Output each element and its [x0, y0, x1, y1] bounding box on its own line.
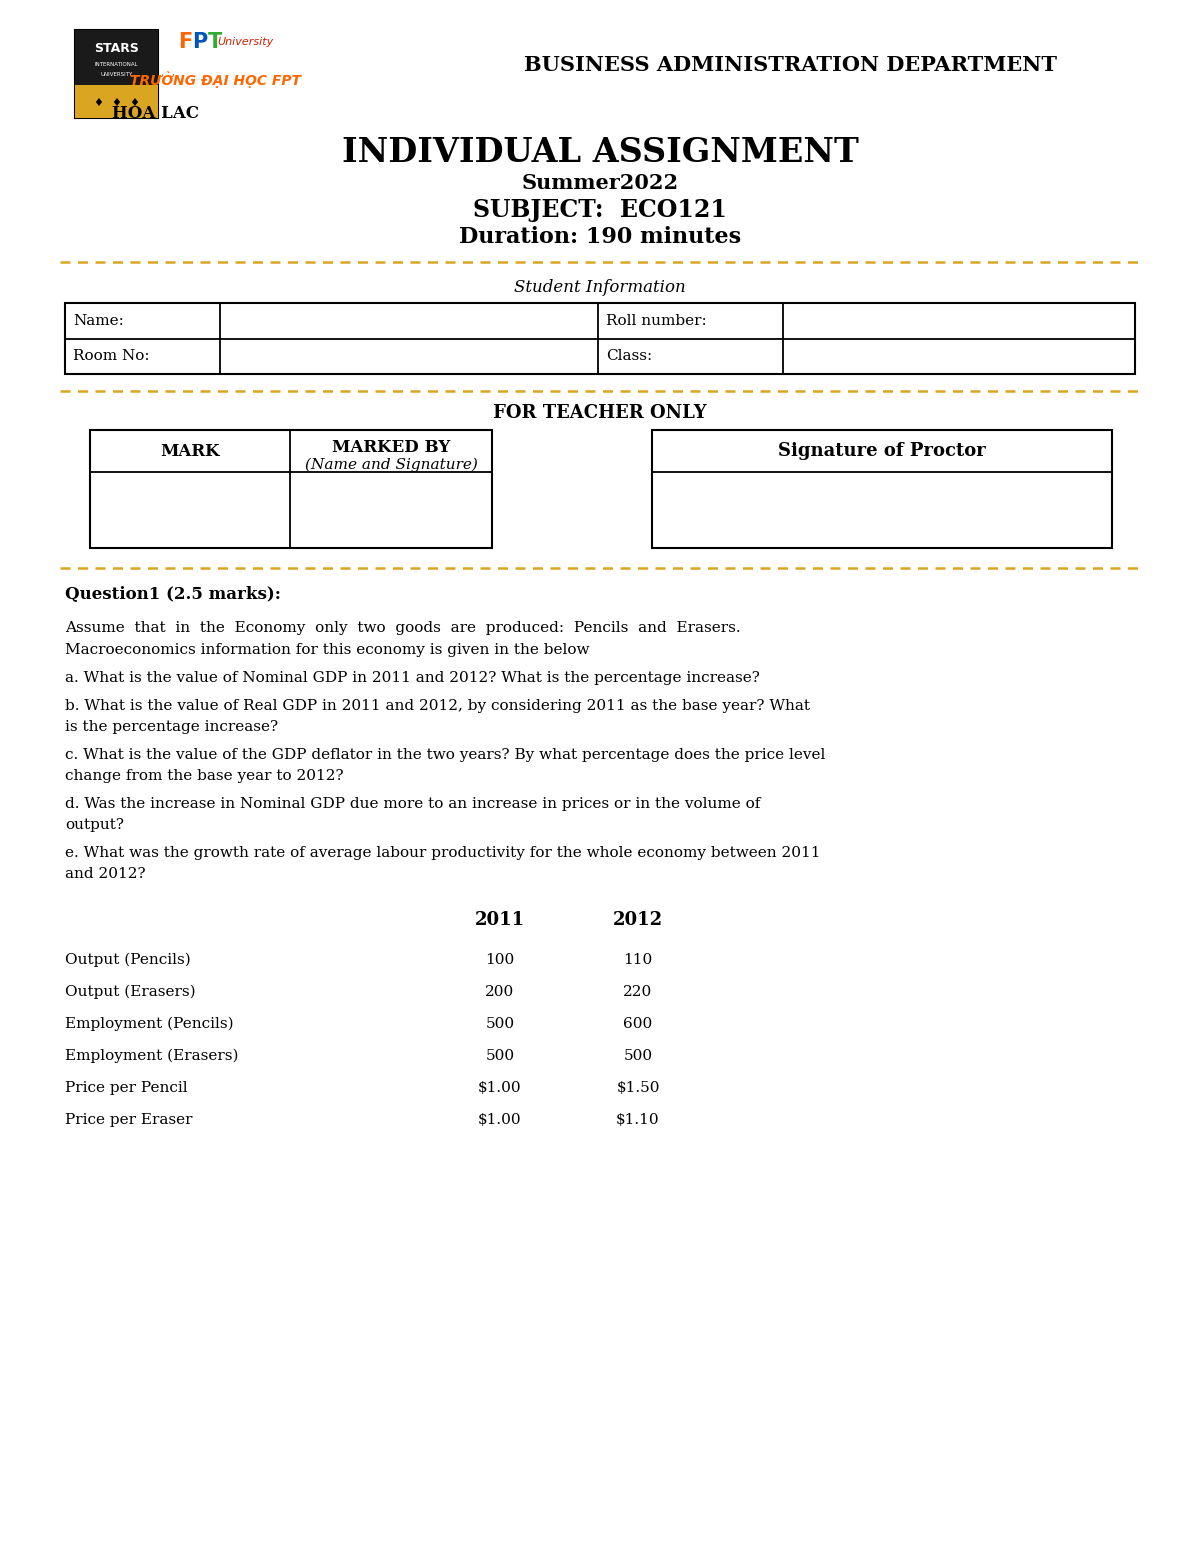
Text: $1.00: $1.00	[478, 1114, 522, 1127]
Bar	[90, 430, 492, 548]
Text: MARKED BY: MARKED BY	[332, 438, 450, 455]
Text: $1.50: $1.50	[617, 1081, 660, 1095]
Bar	[74, 85, 158, 118]
Text: Roll number:: Roll number:	[606, 314, 707, 328]
Bar	[74, 30, 158, 118]
Text: 600: 600	[623, 1017, 653, 1031]
Text: 220: 220	[623, 985, 653, 999]
Text: Room No:: Room No:	[73, 349, 150, 363]
Text: TRƯỜNG ĐẠI HỌC FPT: TRƯỜNG ĐẠI HỌC FPT	[130, 71, 300, 89]
Text: b. What is the value of Real GDP in 2011 and 2012, by considering 2011 as the ba: b. What is the value of Real GDP in 2011…	[65, 699, 810, 713]
Text: 100: 100	[485, 954, 515, 968]
Text: (Name and Signature): (Name and Signature)	[305, 458, 478, 472]
Text: is the percentage increase?: is the percentage increase?	[65, 721, 278, 735]
Text: Student Information: Student Information	[514, 278, 686, 295]
Text: P: P	[192, 33, 208, 51]
Text: F: F	[178, 33, 192, 51]
Text: T: T	[208, 33, 222, 51]
Text: and 2012?: and 2012?	[65, 867, 145, 881]
Text: output?: output?	[65, 818, 124, 832]
Text: Output (Pencils): Output (Pencils)	[65, 954, 191, 968]
Text: Output (Erasers): Output (Erasers)	[65, 985, 196, 999]
Text: d. Was the increase in Nominal GDP due more to an increase in prices or in the v: d. Was the increase in Nominal GDP due m…	[65, 797, 761, 811]
Text: INTERNATIONAL: INTERNATIONAL	[95, 62, 138, 67]
Text: BUSINESS ADMINISTRATION DEPARTMENT: BUSINESS ADMINISTRATION DEPARTMENT	[523, 54, 1056, 75]
Text: $1.10: $1.10	[616, 1114, 660, 1127]
Text: STARS: STARS	[94, 42, 139, 54]
Text: ♦: ♦	[112, 98, 121, 109]
Text: c. What is the value of the GDP deflator in the two years? By what percentage do: c. What is the value of the GDP deflator…	[65, 749, 826, 763]
Text: MARK: MARK	[161, 443, 220, 460]
Text: 500: 500	[486, 1017, 515, 1031]
Text: 500: 500	[486, 1048, 515, 1062]
Text: ♦: ♦	[94, 98, 103, 109]
Text: Signature of Proctor: Signature of Proctor	[778, 443, 986, 460]
Text: UNIVERSITY: UNIVERSITY	[101, 71, 133, 76]
Bar	[74, 30, 158, 85]
Text: Summer2022: Summer2022	[522, 172, 678, 193]
Text: Name:: Name:	[73, 314, 124, 328]
Text: Price per Eraser: Price per Eraser	[65, 1114, 192, 1127]
Text: a. What is the value of Nominal GDP in 2011 and 2012? What is the percentage inc: a. What is the value of Nominal GDP in 2…	[65, 671, 760, 685]
Text: 500: 500	[624, 1048, 653, 1062]
Text: 110: 110	[623, 954, 653, 968]
Text: University: University	[217, 37, 274, 47]
Text: Assume  that  in  the  Economy  only  two  goods  are  produced:  Pencils  and  : Assume that in the Economy only two good…	[65, 621, 740, 635]
Text: Price per Pencil: Price per Pencil	[65, 1081, 187, 1095]
Text: Class:: Class:	[606, 349, 653, 363]
Text: $1.00: $1.00	[478, 1081, 522, 1095]
Text: ♦: ♦	[130, 98, 139, 109]
Text: e. What was the growth rate of average labour productivity for the whole economy: e. What was the growth rate of average l…	[65, 846, 821, 860]
Bar	[65, 303, 1135, 374]
Text: FOR TEACHER ONLY: FOR TEACHER ONLY	[493, 404, 707, 422]
Text: 200: 200	[485, 985, 515, 999]
Text: 2011: 2011	[475, 912, 526, 929]
Text: HOA LAC: HOA LAC	[112, 104, 198, 121]
Text: Employment (Erasers): Employment (Erasers)	[65, 1048, 239, 1064]
Text: Macroeconomics information for this economy is given in the below: Macroeconomics information for this econ…	[65, 643, 589, 657]
Text: Duration: 190 minutes: Duration: 190 minutes	[458, 227, 742, 248]
Text: Employment (Pencils): Employment (Pencils)	[65, 1017, 234, 1031]
Text: 2012: 2012	[613, 912, 664, 929]
Text: INDIVIDUAL ASSIGNMENT: INDIVIDUAL ASSIGNMENT	[342, 135, 858, 168]
Text: Question1 (2.5 marks):: Question1 (2.5 marks):	[65, 587, 281, 604]
Text: change from the base year to 2012?: change from the base year to 2012?	[65, 769, 343, 783]
Text: SUBJECT:  ECO121: SUBJECT: ECO121	[473, 197, 727, 222]
Bar	[652, 430, 1112, 548]
